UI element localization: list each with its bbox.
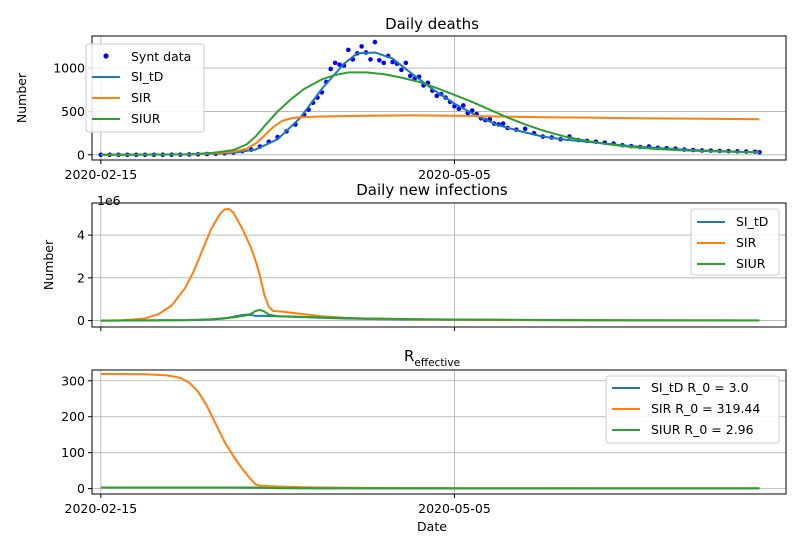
data-point bbox=[368, 57, 373, 62]
series-siur-r-0-2-96-line bbox=[100, 486, 760, 490]
x-ticks-r-effective: 2020-02-15 2020-05-05 bbox=[65, 494, 491, 516]
legend-label-sir: SIR R_0 = 319.44 bbox=[651, 401, 760, 416]
y-tick-label: 100 bbox=[61, 445, 85, 460]
y-tick-label: 500 bbox=[61, 104, 85, 119]
y-ticks-daily-new-infections: 0 2 4 bbox=[77, 228, 92, 328]
legend-label-si-td: SI_tD R_0 = 3.0 bbox=[651, 380, 749, 395]
data-point bbox=[359, 44, 364, 49]
series-siur-line bbox=[100, 71, 760, 156]
data-point bbox=[377, 57, 382, 63]
data-point bbox=[434, 93, 440, 99]
subplot-daily-deaths: 0 500 1000 2020-02-15 2020-05-05 Daily deat… bbox=[14, 15, 787, 182]
legend-box bbox=[605, 375, 780, 444]
data-point bbox=[390, 59, 395, 65]
chart-title-daily-deaths: Daily deaths bbox=[385, 15, 479, 33]
title-main: R bbox=[404, 347, 414, 365]
y-tick-label: 0 bbox=[77, 313, 85, 328]
y-exponent-daily-new-infections: 1e6 bbox=[97, 193, 121, 208]
series-daily-new-infections bbox=[100, 207, 760, 322]
x-ticks-daily-new-infections bbox=[100, 327, 455, 331]
title-subscript: effective bbox=[414, 357, 460, 369]
series-sir-line bbox=[100, 114, 760, 156]
data-point bbox=[328, 66, 334, 72]
y-tick-label: 300 bbox=[61, 373, 85, 388]
data-point bbox=[337, 62, 342, 67]
x-tick-label: 2020-05-05 bbox=[418, 167, 491, 182]
legend-label-si-td: SI_tD bbox=[131, 69, 163, 84]
data-point bbox=[403, 60, 409, 66]
chart-title-r-effective: Reffective bbox=[404, 347, 460, 369]
data-point bbox=[332, 60, 338, 66]
data-point bbox=[372, 39, 378, 45]
y-axis-label-daily-deaths: Number bbox=[14, 72, 29, 123]
series-siur-line bbox=[100, 308, 760, 322]
y-tick-label: 0 bbox=[77, 481, 85, 496]
legend-label-synt-data: Synt data bbox=[131, 49, 191, 64]
legend-daily-new-infections: SI_tD SIR SIUR bbox=[690, 208, 780, 276]
subplot-daily-new-infections: 0 2 4 Daily new infections Number 1e6 SI_t… bbox=[41, 181, 787, 331]
data-point bbox=[461, 103, 466, 108]
chart-title-daily-new-infections: Daily new infections bbox=[356, 181, 508, 199]
legend-daily-deaths: Synt data SI_tD SIR SIUR bbox=[85, 43, 205, 133]
axes-frame bbox=[91, 369, 787, 495]
data-point bbox=[399, 67, 404, 73]
x-tick-label: 2020-05-05 bbox=[418, 501, 491, 516]
legend-label-sir: SIR bbox=[131, 90, 152, 105]
subplot-r-effective: 0 100 200 300 2020-02-15 2020-05-05 Reffecti… bbox=[61, 347, 787, 534]
legend-box bbox=[690, 208, 780, 276]
series-r-effective bbox=[100, 372, 760, 490]
legend-marker-synt-data bbox=[103, 53, 109, 59]
y-ticks-r-effective: 0 100 200 300 bbox=[61, 373, 92, 496]
legend-label-si-td: SI_tD bbox=[736, 214, 768, 229]
legend-label-siur: SIUR bbox=[736, 256, 766, 271]
data-point bbox=[522, 126, 528, 132]
legend-label-sir: SIR bbox=[736, 235, 757, 250]
y-tick-label: 0 bbox=[77, 147, 85, 162]
x-tick-label: 2020-02-15 bbox=[65, 167, 138, 182]
data-point bbox=[381, 60, 387, 66]
data-point bbox=[346, 47, 351, 53]
y-tick-label: 2 bbox=[77, 270, 85, 285]
data-point bbox=[407, 73, 413, 79]
legend-box bbox=[85, 43, 205, 133]
legend-r-effective: SI_tD R_0 = 3.0 SIR R_0 = 319.44 SIUR R_… bbox=[605, 375, 780, 444]
y-axis-label-daily-new-infections: Number bbox=[41, 239, 56, 290]
legend-label-siur: SIUR R_0 = 2.96 bbox=[651, 422, 754, 437]
y-tick-label: 1000 bbox=[53, 61, 85, 76]
y-tick-label: 200 bbox=[61, 409, 85, 424]
data-point bbox=[500, 121, 506, 126]
y-tick-label: 4 bbox=[77, 228, 85, 243]
x-axis-label: Date bbox=[417, 519, 447, 534]
x-ticks-daily-deaths: 2020-02-15 2020-05-05 bbox=[65, 160, 491, 182]
axes-frame bbox=[91, 202, 787, 328]
x-tick-label: 2020-02-15 bbox=[65, 501, 138, 516]
y-ticks-daily-deaths: 0 500 1000 bbox=[53, 61, 92, 162]
legend-label-siur: SIUR bbox=[131, 111, 161, 126]
series-daily-deaths bbox=[98, 39, 762, 158]
